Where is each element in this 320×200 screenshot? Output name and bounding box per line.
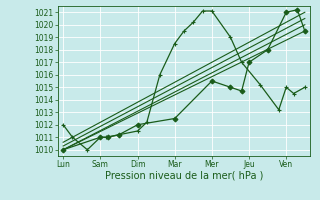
X-axis label: Pression niveau de la mer( hPa ): Pression niveau de la mer( hPa ) xyxy=(105,171,263,181)
